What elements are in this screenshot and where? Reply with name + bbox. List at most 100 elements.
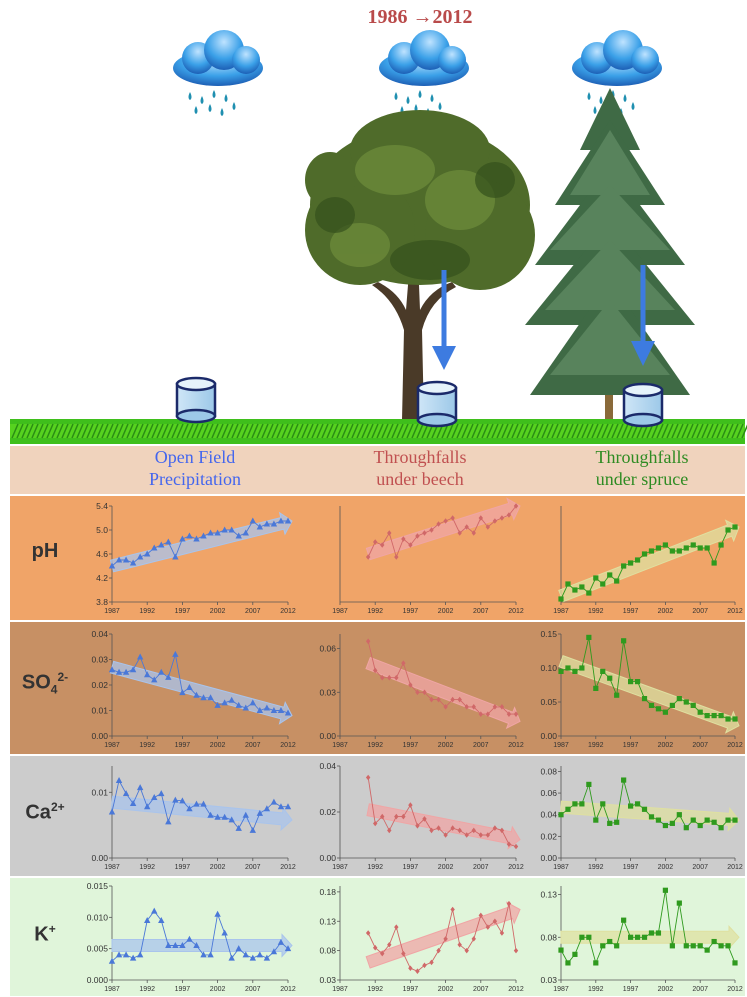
- column-label-beech: Throughfalls under beech: [320, 446, 520, 494]
- x-tick-label: 1997: [623, 608, 639, 615]
- data-point: [634, 801, 641, 807]
- column-header-band: [10, 446, 745, 494]
- data-point: [115, 951, 123, 958]
- data-point: [144, 671, 151, 678]
- data-point: [718, 825, 724, 831]
- y-tick-label: 0.04: [91, 629, 108, 639]
- x-tick-label: 2007: [473, 864, 489, 871]
- y-tick-label: 0.02: [319, 807, 336, 817]
- y-tick-label: 0.04: [319, 761, 336, 771]
- chart-so4-beech: 0.00 0.03 0.06 1987 1992 1997 2002 2007 2012: [319, 634, 524, 749]
- x-tick-label: 2002: [210, 864, 226, 871]
- data-point: [600, 581, 606, 587]
- data-point: [200, 951, 207, 958]
- data-point: [144, 550, 151, 557]
- series-line: [367, 777, 517, 847]
- x-tick-label: 2012: [280, 864, 296, 871]
- y-tick-label: 5.0: [96, 525, 108, 535]
- x-tick-label: 1997: [403, 864, 419, 871]
- data-point: [151, 907, 158, 914]
- column-label-line2: under beech: [376, 469, 464, 489]
- y-tick-label: 0.00: [91, 853, 108, 863]
- data-point: [718, 713, 724, 719]
- data-point: [284, 803, 292, 810]
- data-point: [457, 941, 462, 948]
- data-point: [277, 803, 285, 810]
- data-point: [513, 843, 519, 850]
- x-tick-label: 1992: [367, 608, 383, 615]
- data-point: [732, 960, 738, 966]
- data-point: [648, 702, 655, 708]
- data-point: [136, 784, 144, 791]
- data-point: [158, 916, 165, 923]
- x-tick-label: 2007: [473, 986, 489, 993]
- data-point: [422, 816, 427, 822]
- x-tick-label: 2007: [245, 608, 261, 615]
- data-point: [158, 541, 165, 548]
- x-tick-label: 1997: [403, 742, 419, 749]
- data-point: [662, 887, 668, 893]
- data-point: [207, 811, 214, 818]
- data-point: [565, 960, 571, 966]
- data-point: [207, 529, 214, 536]
- data-point: [513, 947, 519, 954]
- x-tick-label: 1992: [588, 742, 604, 749]
- data-point: [144, 916, 151, 923]
- x-tick-label: 1992: [139, 608, 155, 615]
- data-point: [249, 954, 256, 961]
- data-point: [628, 803, 634, 809]
- x-tick-label: 1992: [367, 986, 383, 993]
- data-point: [628, 934, 634, 940]
- y-tick-label: 0.10: [540, 663, 557, 673]
- x-tick-label: 1992: [139, 986, 155, 993]
- data-point: [572, 668, 578, 674]
- data-point: [214, 529, 221, 536]
- y-tick-label: 0.015: [87, 881, 109, 891]
- x-tick-label: 1992: [588, 986, 604, 993]
- y-tick-label: 0.18: [319, 887, 336, 897]
- data-point: [579, 934, 585, 940]
- data-point: [373, 944, 378, 951]
- data-point: [122, 556, 130, 563]
- column-label-open-field: Open Field Precipitation: [95, 446, 295, 494]
- x-tick-label: 2012: [727, 986, 743, 993]
- x-tick-label: 1992: [139, 742, 155, 749]
- data-point: [655, 545, 662, 551]
- data-point: [277, 517, 285, 524]
- data-point: [593, 817, 599, 823]
- y-tick-label: 0.00: [540, 853, 557, 863]
- data-point: [207, 694, 214, 701]
- data-point: [172, 650, 179, 657]
- data-point: [690, 817, 696, 823]
- trend-arrow: [365, 656, 521, 730]
- spruce-tree-icon: [525, 88, 695, 420]
- data-point: [394, 924, 399, 930]
- data-point: [270, 520, 278, 527]
- x-tick-label: 1992: [367, 864, 383, 871]
- y-tick-label: 0.00: [540, 731, 557, 741]
- data-point: [669, 943, 675, 949]
- throughfall-arrow-icon-spruce: [631, 265, 655, 366]
- data-point: [422, 962, 427, 969]
- data-point: [614, 692, 620, 698]
- data-point: [235, 824, 242, 831]
- data-point: [242, 704, 249, 711]
- data-point: [683, 825, 689, 831]
- series-line: [367, 505, 517, 559]
- data-point: [648, 930, 655, 936]
- data-point: [621, 777, 627, 783]
- rain-cloud-icon-spruce: [572, 30, 662, 116]
- data-point: [408, 802, 413, 808]
- x-tick-label: 1987: [553, 864, 569, 871]
- data-point: [676, 548, 682, 554]
- data-point: [380, 674, 385, 681]
- data-point: [186, 684, 193, 691]
- data-point: [565, 806, 571, 812]
- data-point: [214, 910, 221, 917]
- data-point: [450, 906, 455, 913]
- data-point: [641, 806, 648, 812]
- data-point: [270, 948, 278, 955]
- y-tick-label: 0.05: [540, 697, 557, 707]
- y-tick-label: 0.000: [87, 975, 109, 985]
- y-tick-label: 0.02: [540, 831, 557, 841]
